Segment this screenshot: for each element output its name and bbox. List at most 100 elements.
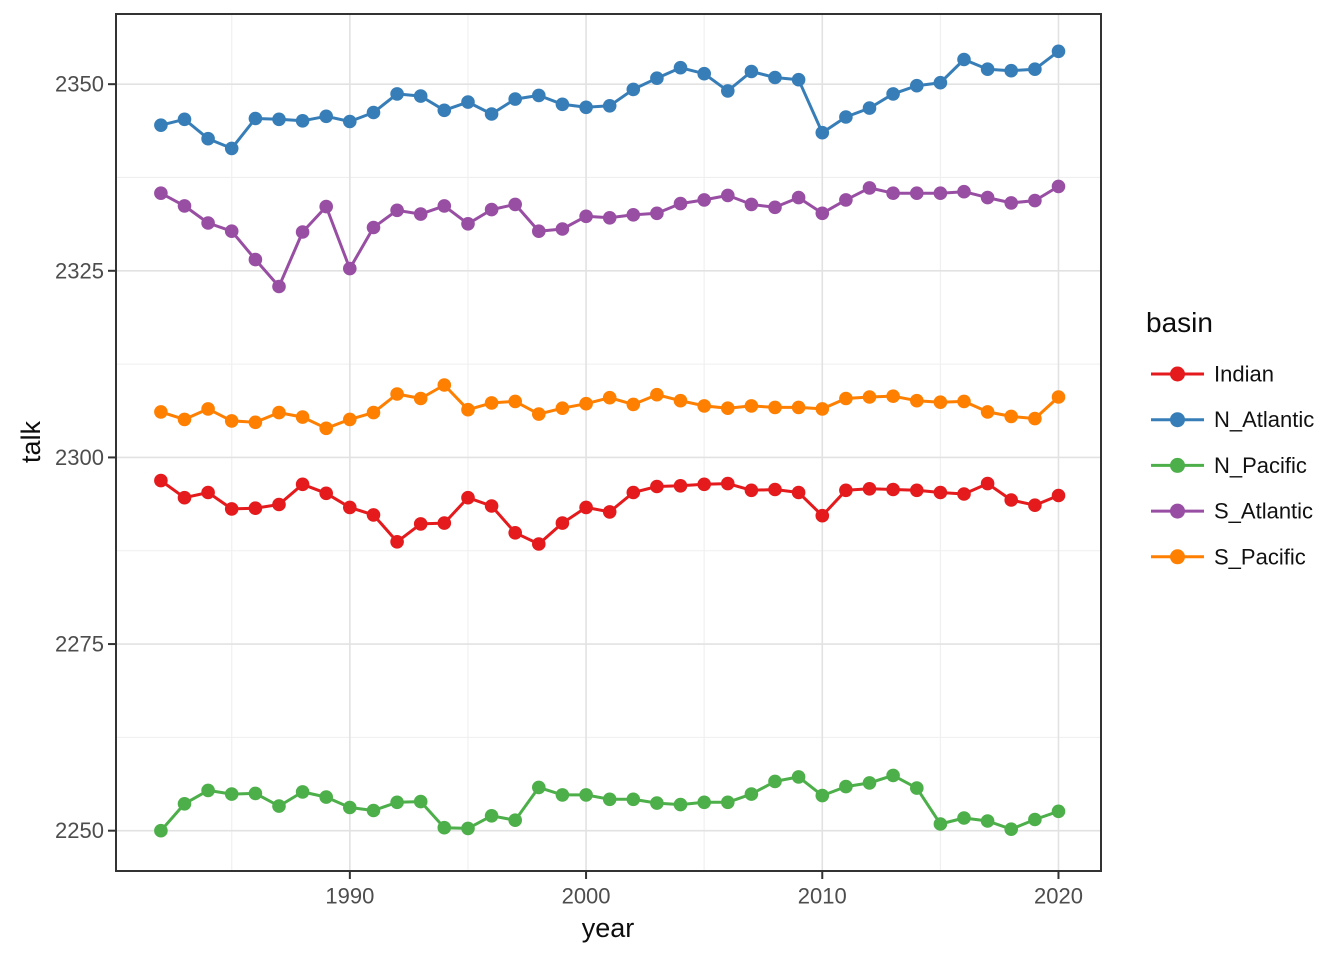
data-point-S_Pacific <box>366 405 381 420</box>
data-point-Indian <box>650 479 664 494</box>
data-point-S_Pacific <box>201 402 215 416</box>
data-point-S_Atlantic <box>697 193 711 207</box>
data-point-S_Atlantic <box>862 181 877 195</box>
data-point-S_Atlantic <box>1051 179 1066 194</box>
data-point-N_Pacific <box>248 786 263 801</box>
data-point-N_Pacific <box>744 787 759 801</box>
data-point-S_Pacific <box>721 401 735 416</box>
data-point-S_Pacific <box>532 407 546 421</box>
data-point-Indian <box>437 516 452 530</box>
data-point-N_Pacific <box>839 779 853 794</box>
legend-key-point <box>1170 366 1185 382</box>
data-point-Indian <box>319 486 334 501</box>
data-point-N_Atlantic <box>815 125 830 140</box>
data-point-N_Pacific <box>532 780 546 795</box>
data-point-S_Pacific <box>626 397 641 412</box>
data-point-S_Pacific <box>650 387 664 402</box>
data-point-N_Pacific <box>508 813 522 827</box>
data-point-Indian <box>721 476 735 491</box>
legend-key-point <box>1170 457 1185 473</box>
legend-key-point <box>1170 412 1185 428</box>
data-point-Indian <box>154 473 168 488</box>
data-point-S_Pacific <box>579 396 593 411</box>
data-point-N_Atlantic <box>1051 44 1066 59</box>
data-point-N_Atlantic <box>673 60 688 75</box>
data-point-S_Pacific <box>484 396 499 410</box>
x-tick-label: 2020 <box>1034 884 1083 909</box>
data-point-S_Pacific <box>744 399 759 413</box>
data-point-N_Atlantic <box>437 103 452 118</box>
y-tick-label: 2250 <box>55 818 104 843</box>
data-point-N_Pacific <box>224 787 239 801</box>
data-point-Indian <box>1028 498 1042 512</box>
data-point-Indian <box>390 535 404 549</box>
data-point-Indian <box>1051 488 1066 503</box>
legend-entry-S_Pacific: S_Pacific <box>1151 544 1306 569</box>
data-point-S_Atlantic <box>366 220 381 235</box>
data-point-Indian <box>579 500 593 515</box>
data-point-S_Atlantic <box>295 225 310 239</box>
data-point-S_Atlantic <box>555 222 570 236</box>
data-point-S_Atlantic <box>791 190 806 205</box>
data-point-N_Atlantic <box>980 62 995 76</box>
data-point-S_Pacific <box>886 389 900 404</box>
data-point-S_Atlantic <box>721 188 735 203</box>
legend-label: N_Pacific <box>1214 453 1307 478</box>
data-point-N_Atlantic <box>933 75 948 90</box>
data-point-N_Pacific <box>461 821 475 836</box>
data-point-Indian <box>366 508 381 522</box>
data-point-S_Pacific <box>390 387 404 401</box>
data-point-N_Pacific <box>413 794 428 809</box>
data-point-Indian <box>555 516 570 530</box>
data-point-N_Atlantic <box>579 100 593 115</box>
data-point-N_Pacific <box>933 817 948 831</box>
data-point-S_Atlantic <box>839 193 853 207</box>
data-point-Indian <box>532 537 546 551</box>
data-point-N_Atlantic <box>957 52 971 67</box>
data-point-N_Pacific <box>201 783 215 798</box>
data-point-S_Atlantic <box>390 203 404 218</box>
data-point-S_Pacific <box>413 391 428 406</box>
data-point-N_Atlantic <box>839 110 853 124</box>
data-point-S_Pacific <box>957 394 971 409</box>
data-point-N_Pacific <box>957 811 971 825</box>
legend-entry-S_Atlantic: S_Atlantic <box>1151 499 1313 524</box>
data-point-N_Atlantic <box>390 87 404 101</box>
y-axis-tick-labels: 2250 2275 2300 2325 2350 <box>55 72 104 844</box>
data-point-Indian <box>224 502 239 516</box>
data-point-N_Atlantic <box>343 114 357 129</box>
data-point-S_Atlantic <box>886 186 900 200</box>
data-point-Indian <box>177 490 192 505</box>
x-axis-tick-labels: 1990 2000 2010 2020 <box>325 884 1083 909</box>
data-point-N_Pacific <box>272 799 286 813</box>
data-point-N_Atlantic <box>461 95 475 109</box>
panel-border <box>115 13 1102 872</box>
legend-label: Indian <box>1214 362 1274 387</box>
legend-label: S_Pacific <box>1214 544 1306 569</box>
data-point-N_Pacific <box>295 785 310 799</box>
legend-key-point <box>1170 503 1185 519</box>
data-point-S_Atlantic <box>933 186 948 200</box>
data-point-N_Pacific <box>626 792 641 807</box>
data-point-Indian <box>744 483 759 498</box>
data-point-S_Atlantic <box>484 202 499 217</box>
series-N_Atlantic <box>154 44 1066 156</box>
data-point-S_Atlantic <box>413 207 428 221</box>
data-point-N_Pacific <box>319 790 334 804</box>
data-point-Indian <box>697 477 711 492</box>
data-point-N_Pacific <box>437 820 452 835</box>
data-point-N_Pacific <box>1004 822 1018 836</box>
data-point-Indian <box>201 485 215 500</box>
data-point-S_Pacific <box>272 405 286 420</box>
data-point-Indian <box>933 485 948 500</box>
data-point-N_Atlantic <box>532 88 546 103</box>
data-point-N_Pacific <box>390 795 404 810</box>
x-axis-title: year <box>582 913 635 943</box>
data-point-Indian <box>980 476 995 491</box>
data-point-N_Pacific <box>579 788 593 802</box>
data-point-N_Pacific <box>910 781 924 795</box>
data-point-N_Atlantic <box>508 92 522 106</box>
legend-title: basin <box>1146 307 1213 338</box>
data-point-N_Pacific <box>154 823 168 838</box>
data-point-N_Atlantic <box>862 101 877 115</box>
